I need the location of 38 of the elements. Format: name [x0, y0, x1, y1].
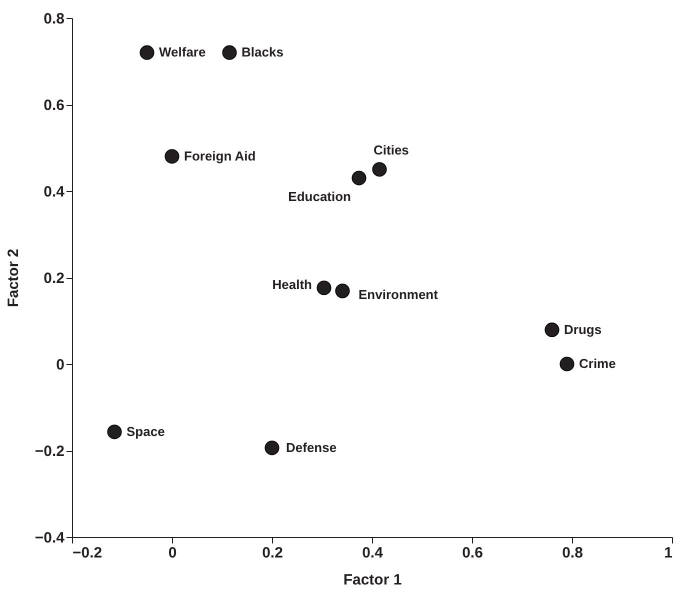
y-tick-label: 0.6	[44, 97, 64, 114]
point	[316, 280, 332, 296]
x-tick-label: −0.2	[72, 544, 102, 562]
y-tick-label: 0.2	[44, 270, 64, 287]
x-tick-label: 1	[664, 544, 672, 562]
annotation: Defense	[286, 440, 337, 455]
x-axis-title: Factor 1	[343, 572, 402, 588]
point	[140, 45, 154, 60]
annotation: Environment	[358, 286, 439, 302]
point	[164, 149, 180, 164]
point	[372, 162, 387, 177]
annotation: Crime	[579, 356, 616, 371]
x-tick-label: 0	[168, 544, 177, 562]
annotation: Education	[288, 189, 352, 204]
y-tick-label: −0.2	[34, 443, 64, 460]
annotation: Foreign Aid	[184, 148, 256, 164]
x-tick-label: 0.4	[362, 544, 384, 562]
annotation: Drugs	[564, 322, 602, 337]
point	[222, 45, 237, 60]
y-tick-label: −0.4	[34, 530, 66, 546]
y-tick-label: 0.8	[44, 10, 64, 28]
annotation: Welfare	[159, 44, 206, 60]
x-tick-label: 0.2	[262, 544, 283, 562]
x-tick-label: 0.8	[562, 544, 583, 562]
point	[264, 440, 280, 456]
point	[107, 424, 122, 440]
annotation: Space	[126, 424, 165, 439]
annotation: Health	[272, 276, 312, 292]
y-axis-title: Factor 2	[4, 248, 22, 308]
annotation: Blacks	[242, 44, 284, 60]
y-tick-label: 0.4	[44, 184, 66, 200]
point	[352, 170, 366, 186]
x-tick-label: 0.6	[462, 544, 483, 562]
point	[544, 322, 560, 338]
y-tick-label: 0	[56, 356, 64, 374]
point	[560, 356, 574, 372]
annotation: Cities	[374, 142, 409, 158]
point	[335, 284, 350, 298]
